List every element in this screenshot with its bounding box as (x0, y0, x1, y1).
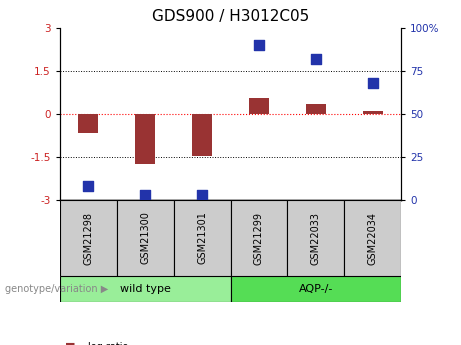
Point (198, 192, 206, 198)
Bar (78, 114, 98, 132)
Text: GSM21301: GSM21301 (197, 211, 207, 265)
Text: wild type: wild type (120, 284, 171, 294)
Text: log ratio: log ratio (88, 342, 128, 345)
Text: GSM22033: GSM22033 (311, 211, 321, 265)
Bar (363, 111, 383, 114)
Point (369, 80, 376, 86)
Bar (287, 200, 344, 276)
Bar (60, 276, 230, 302)
Bar (344, 200, 401, 276)
Title: GDS900 / H3012C05: GDS900 / H3012C05 (152, 9, 309, 24)
Text: GSM22034: GSM22034 (367, 211, 378, 265)
Point (85, 184, 92, 189)
Bar (117, 200, 174, 276)
Bar (60, 200, 117, 276)
Text: genotype/variation ▶: genotype/variation ▶ (5, 284, 108, 294)
Text: ■: ■ (65, 342, 75, 345)
Text: GSM21298: GSM21298 (83, 211, 94, 265)
Bar (230, 276, 401, 302)
Text: AQP-/-: AQP-/- (299, 284, 333, 294)
Point (142, 192, 149, 198)
Bar (135, 114, 155, 164)
Point (312, 56, 319, 61)
Text: GSM21299: GSM21299 (254, 211, 264, 265)
Bar (230, 200, 287, 276)
Point (255, 42, 263, 48)
Bar (306, 104, 326, 114)
Bar (192, 114, 212, 156)
Bar (174, 200, 230, 276)
Bar (249, 98, 269, 114)
Text: GSM21300: GSM21300 (140, 211, 150, 265)
